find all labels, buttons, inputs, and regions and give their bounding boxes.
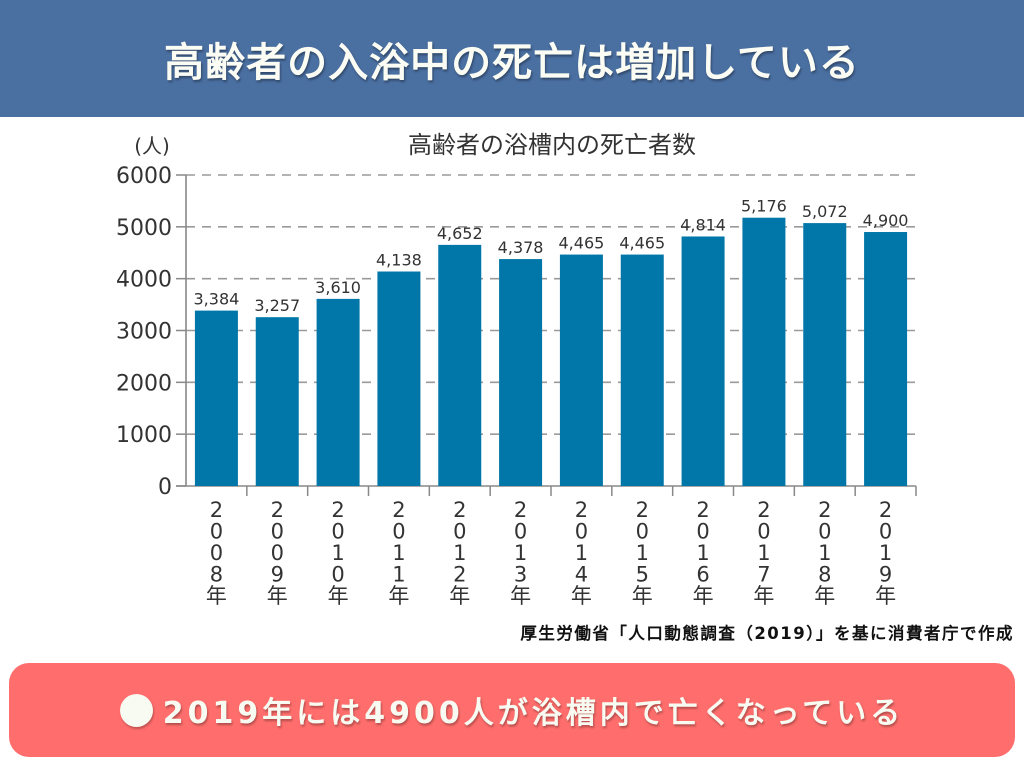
data-label: 5,072	[802, 202, 848, 221]
chart-title: 高齢者の浴槽内の死亡者数	[408, 131, 696, 159]
bar	[742, 217, 786, 486]
bar	[681, 236, 725, 486]
bar	[803, 223, 847, 487]
data-label: 4,900	[863, 211, 909, 230]
data-label: 3,257	[254, 296, 300, 315]
bullet-icon	[119, 693, 153, 727]
bar	[559, 254, 603, 486]
bar	[377, 271, 421, 486]
bar	[620, 254, 664, 486]
y-tick-label: 4000	[116, 268, 172, 293]
summary-banner: 2019年には4900人が浴槽内で亡くなっている	[9, 663, 1015, 757]
bar	[438, 244, 482, 486]
y-tick-label: 2000	[116, 371, 172, 396]
bar-chart: 高齢者の浴槽内の死亡者数 (人) 0 1000 2000 3000 4000 5000 60…	[0, 117, 1024, 657]
data-label: 3,384	[194, 290, 240, 309]
y-axis-unit-label: (人)	[134, 134, 170, 158]
bar	[316, 298, 360, 486]
y-tick-label: 3000	[116, 320, 172, 345]
bar	[255, 317, 299, 486]
data-label: 3,610	[315, 278, 361, 297]
bar	[194, 310, 238, 486]
data-label: 4,138	[376, 251, 422, 270]
data-label: 5,176	[741, 197, 787, 216]
source-note: 厚生労働省「人口動態調査（2019）」を基に消費者庁で作成	[520, 624, 1014, 643]
y-tick-label: 5000	[116, 216, 172, 241]
data-label: 4,814	[680, 215, 726, 234]
chart-svg: 高齢者の浴槽内の死亡者数 (人) 0 1000 2000 3000 4000 5000 60…	[116, 131, 917, 608]
data-label: 4,465	[559, 234, 605, 253]
bar	[499, 259, 543, 486]
bar	[864, 232, 908, 486]
summary-text: 2019年には4900人が浴槽内で亡くなっている	[162, 696, 905, 731]
data-label: 4,378	[498, 238, 544, 257]
y-tick-label: 1000	[116, 423, 172, 448]
header-banner: 高齢者の入浴中の死亡は増加している	[0, 0, 1024, 117]
page-title: 高齢者の入浴中の死亡は増加している	[164, 39, 860, 86]
data-label: 4,465	[619, 234, 665, 253]
data-label: 4,652	[437, 224, 483, 243]
y-tick-label: 0	[158, 475, 172, 500]
y-tick-label: 6000	[116, 164, 172, 189]
